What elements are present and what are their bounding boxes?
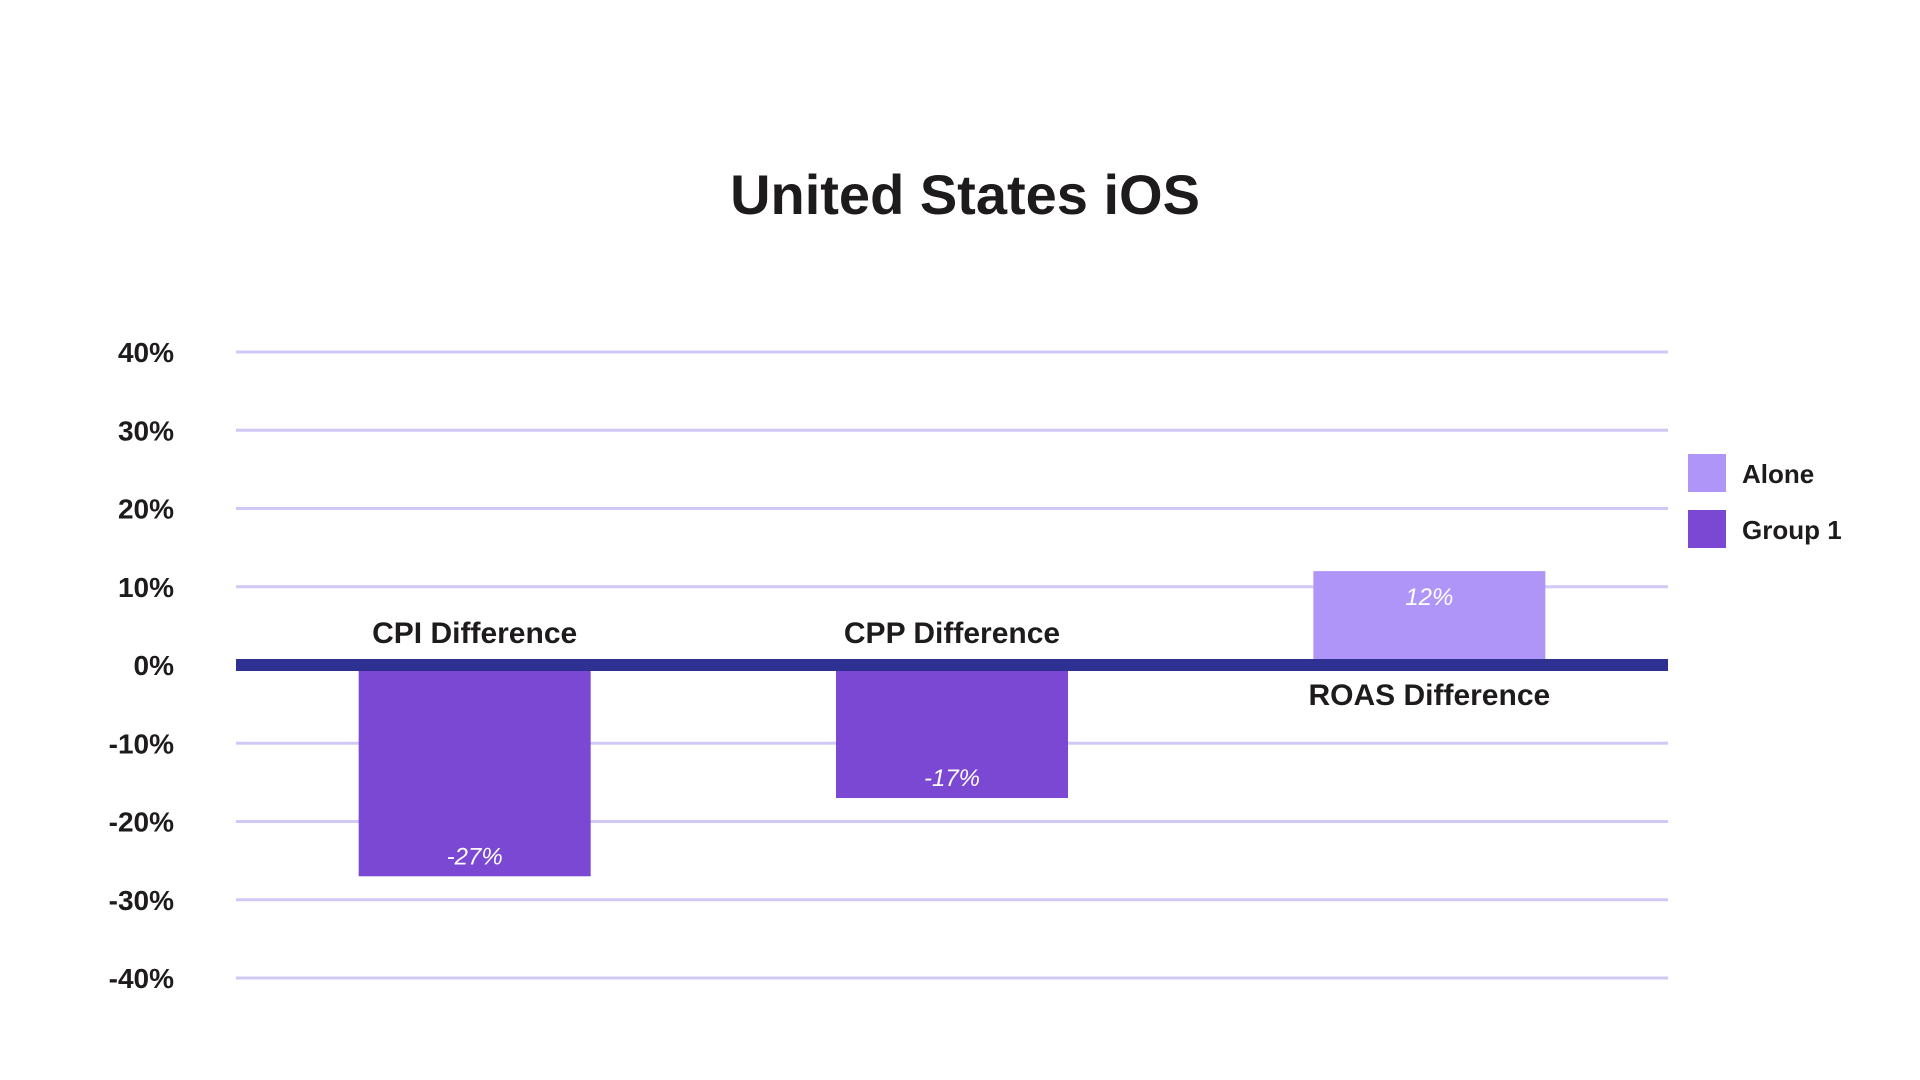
zero-line-group <box>236 659 1668 671</box>
bar-alone <box>1313 571 1546 665</box>
bar-group-1 <box>836 665 1068 799</box>
legend-swatch <box>1688 454 1726 492</box>
legend-label: Alone <box>1742 459 1814 489</box>
y-tick-label: 40% <box>118 337 174 368</box>
y-tick-label: -40% <box>109 963 174 994</box>
y-tick-label: -10% <box>109 728 174 759</box>
y-axis-tick-labels: 40% 30% 20% 10% 0% -10% -20% -30% -40% <box>109 337 174 994</box>
chart-title: United States iOS <box>730 163 1200 226</box>
category-label: ROAS Difference <box>1308 679 1550 712</box>
bar-group-1 <box>358 665 591 877</box>
category-label: CPI Difference <box>372 617 577 650</box>
y-tick-label: 30% <box>118 415 174 446</box>
bars <box>358 571 1546 877</box>
y-tick-label: -30% <box>109 885 174 916</box>
data-label: -17% <box>924 765 980 792</box>
y-tick-label: 10% <box>118 572 174 603</box>
category-labels: -27% CPI Difference -17% CPP Difference 12% R… <box>372 584 1550 870</box>
y-tick-label: 0% <box>134 650 175 681</box>
y-tick-label: -20% <box>109 807 174 838</box>
data-label: -27% <box>447 843 503 870</box>
legend: Alone Group 1 <box>1688 454 1842 548</box>
zero-line <box>236 659 1668 671</box>
legend-label: Group 1 <box>1742 515 1842 545</box>
category-label: CPP Difference <box>844 617 1060 650</box>
data-label: 12% <box>1405 584 1453 611</box>
legend-swatch <box>1688 510 1726 548</box>
y-tick-label: 20% <box>118 494 174 525</box>
